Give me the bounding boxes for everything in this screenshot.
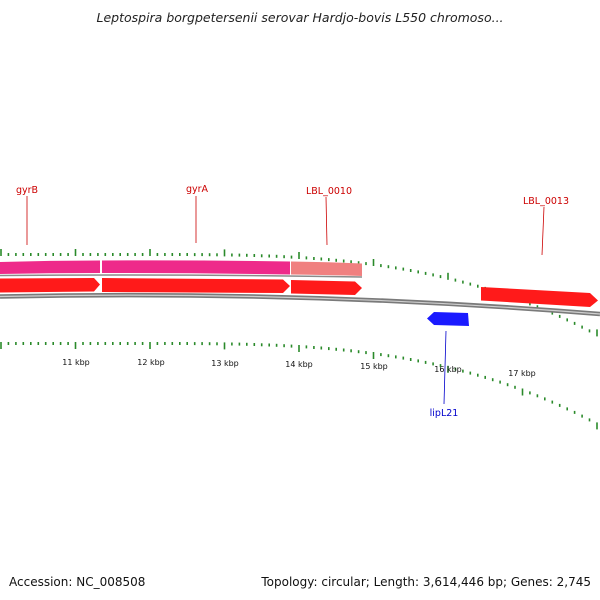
- cds-arc-magenta-1[interactable]: [0, 260, 100, 275]
- scale-label-13kbp: 13 kbp: [211, 359, 239, 368]
- gene-arrow-LBL_0010[interactable]: [291, 280, 362, 295]
- scale-label-14kbp: 14 kbp: [285, 360, 313, 369]
- scale-label-12kbp: 12 kbp: [137, 358, 165, 367]
- tick-ring-upper: [0, 249, 598, 337]
- gene-label-LBL_0013[interactable]: LBL_0013: [523, 196, 569, 207]
- backbone-upper-line: [0, 274, 363, 278]
- gene-label-LBL_0010[interactable]: LBL_0010: [306, 186, 352, 197]
- topology-summary: Topology: circular; Length: 3,614,446 bp…: [261, 575, 591, 589]
- map-title: Leptospira borgpetersenii serovar Hardjo…: [96, 10, 504, 25]
- scale-label-15kbp: 15 kbp: [360, 362, 388, 371]
- gene-arrow-LBL_0013[interactable]: [481, 287, 598, 307]
- genome-backbone-inner: [0, 294, 600, 315]
- cds-arc-pink[interactable]: [291, 261, 362, 277]
- accession-text: Accession: NC_008508: [9, 575, 146, 589]
- scale-label-11kbp: 11 kbp: [62, 358, 90, 367]
- gene-label-gyrA[interactable]: gyrA: [186, 184, 209, 195]
- gene-arrow-lipL21[interactable]: [427, 312, 469, 326]
- scale-label-16kbp: 16 kbp: [434, 365, 462, 374]
- scale-label-17kbp: 17 kbp: [508, 369, 536, 378]
- gene-label-gyrB[interactable]: gyrB: [16, 185, 38, 196]
- gene-arrow-gyrB[interactable]: [0, 278, 100, 293]
- leader-LBL_0010: [325, 196, 328, 246]
- leader-LBL_0013: [541, 206, 545, 256]
- gene-label-lipL21[interactable]: lipL21: [430, 408, 459, 419]
- tick-ring-lower: [0, 342, 598, 430]
- cds-arc-magenta-2[interactable]: [102, 260, 290, 275]
- gene-arrow-gyrA[interactable]: [102, 278, 290, 293]
- leader-lipL21: [443, 330, 447, 405]
